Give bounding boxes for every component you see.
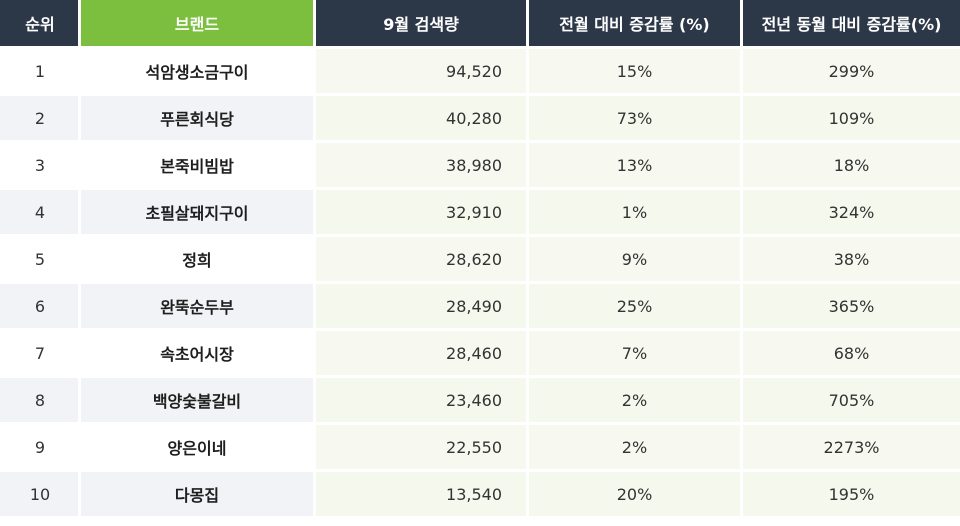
brand-cell: 다몽집 xyxy=(81,472,313,516)
rank-cell: 10 xyxy=(0,472,78,516)
mom-change-cell: 7% xyxy=(529,331,740,375)
rank-cell: 9 xyxy=(0,425,78,469)
rank-cell: 2 xyxy=(0,96,78,140)
rank-cell: 3 xyxy=(0,143,78,187)
header-mom-change: 전월 대비 증감률 (%) xyxy=(529,0,740,46)
yoy-change-cell: 705% xyxy=(743,378,960,422)
table-row: 9 양은이네 22,550 2% 2273% xyxy=(0,425,960,469)
brand-cell: 석암생소금구이 xyxy=(81,49,313,93)
search-volume-cell: 32,910 xyxy=(316,190,526,234)
rank-cell: 8 xyxy=(0,378,78,422)
table-header: 순위 브랜드 9월 검색량 전월 대비 증감률 (%) 전년 동월 대비 증감률… xyxy=(0,0,960,46)
search-volume-cell: 28,460 xyxy=(316,331,526,375)
table-row: 4 초필살돼지구이 32,910 1% 324% xyxy=(0,190,960,234)
yoy-change-cell: 2273% xyxy=(743,425,960,469)
mom-change-cell: 25% xyxy=(529,284,740,328)
table-row: 2 푸른회식당 40,280 73% 109% xyxy=(0,96,960,140)
table-row: 5 정희 28,620 9% 38% xyxy=(0,237,960,281)
brand-cell: 푸른회식당 xyxy=(81,96,313,140)
yoy-change-cell: 324% xyxy=(743,190,960,234)
brand-cell: 양은이네 xyxy=(81,425,313,469)
yoy-change-cell: 195% xyxy=(743,472,960,516)
table-row: 8 백양숯불갈비 23,460 2% 705% xyxy=(0,378,960,422)
search-volume-cell: 94,520 xyxy=(316,49,526,93)
mom-change-cell: 15% xyxy=(529,49,740,93)
header-yoy-change: 전년 동월 대비 증감률(%) xyxy=(743,0,960,46)
brand-cell: 완뚝순두부 xyxy=(81,284,313,328)
rank-cell: 1 xyxy=(0,49,78,93)
yoy-change-cell: 38% xyxy=(743,237,960,281)
rank-cell: 5 xyxy=(0,237,78,281)
mom-change-cell: 20% xyxy=(529,472,740,516)
mom-change-cell: 73% xyxy=(529,96,740,140)
yoy-change-cell: 299% xyxy=(743,49,960,93)
search-volume-cell: 22,550 xyxy=(316,425,526,469)
brand-cell: 본죽비빔밥 xyxy=(81,143,313,187)
brand-cell: 정희 xyxy=(81,237,313,281)
header-rank: 순위 xyxy=(0,0,78,46)
rank-cell: 6 xyxy=(0,284,78,328)
yoy-change-cell: 18% xyxy=(743,143,960,187)
brand-cell: 속초어시장 xyxy=(81,331,313,375)
header-search-volume: 9월 검색량 xyxy=(316,0,526,46)
rank-cell: 4 xyxy=(0,190,78,234)
rank-cell: 7 xyxy=(0,331,78,375)
mom-change-cell: 9% xyxy=(529,237,740,281)
search-volume-cell: 38,980 xyxy=(316,143,526,187)
mom-change-cell: 1% xyxy=(529,190,740,234)
yoy-change-cell: 109% xyxy=(743,96,960,140)
search-volume-cell: 40,280 xyxy=(316,96,526,140)
mom-change-cell: 2% xyxy=(529,378,740,422)
search-volume-cell: 13,540 xyxy=(316,472,526,516)
table-row: 7 속초어시장 28,460 7% 68% xyxy=(0,331,960,375)
table-row: 10 다몽집 13,540 20% 195% xyxy=(0,472,960,516)
search-volume-cell: 28,620 xyxy=(316,237,526,281)
table-row: 6 완뚝순두부 28,490 25% 365% xyxy=(0,284,960,328)
brand-cell: 초필살돼지구이 xyxy=(81,190,313,234)
header-brand: 브랜드 xyxy=(81,0,313,46)
mom-change-cell: 13% xyxy=(529,143,740,187)
yoy-change-cell: 365% xyxy=(743,284,960,328)
brand-cell: 백양숯불갈비 xyxy=(81,378,313,422)
table-row: 3 본죽비빔밥 38,980 13% 18% xyxy=(0,143,960,187)
table-row: 1 석암생소금구이 94,520 15% 299% xyxy=(0,49,960,93)
yoy-change-cell: 68% xyxy=(743,331,960,375)
search-volume-cell: 28,490 xyxy=(316,284,526,328)
search-volume-cell: 23,460 xyxy=(316,378,526,422)
mom-change-cell: 2% xyxy=(529,425,740,469)
